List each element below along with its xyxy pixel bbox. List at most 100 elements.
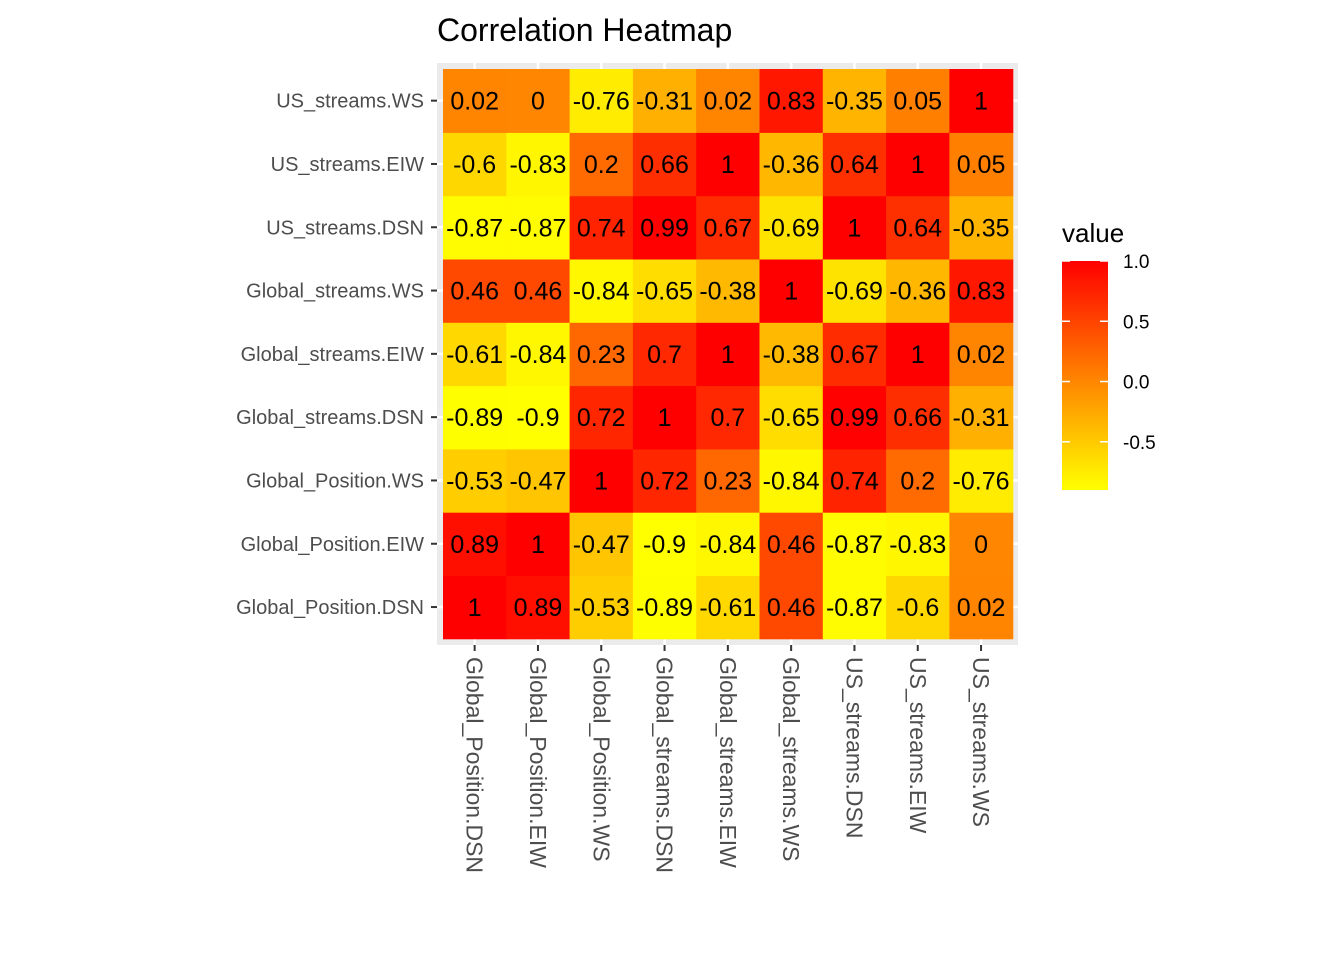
heatmap-cell: [886, 132, 950, 197]
cell-value-label: -0.84: [573, 278, 630, 306]
cell-value-label: 1: [531, 531, 545, 559]
heatmap-cells: [443, 69, 1014, 640]
heatmap-cell: [696, 448, 761, 513]
cell-value-label: 0.66: [893, 404, 942, 432]
y-tick-label: Global_streams.DSN: [236, 407, 424, 429]
cell-value-label: 0.23: [704, 467, 753, 495]
cell-value-label: -0.6: [896, 594, 939, 622]
heatmap-cell: [696, 322, 761, 387]
cell-value-label: 0.46: [450, 278, 499, 306]
heatmap-cell: [632, 575, 697, 640]
cell-value-label: 0.05: [957, 151, 1006, 179]
cell-value-label: 0.67: [704, 214, 753, 242]
heatmap-cell: [569, 322, 634, 387]
cell-value-label: 0.67: [830, 341, 879, 369]
heatmap-cell: [506, 448, 571, 513]
x-tick-label: US_streams.DSN: [841, 657, 867, 838]
heatmap-cell: [632, 132, 697, 197]
heatmap-cell: [949, 322, 1014, 387]
cell-value-label: 0.99: [830, 404, 879, 432]
heatmap-cell: [569, 132, 634, 197]
heatmap-cell: [569, 512, 634, 576]
heatmap-cell: [443, 448, 507, 513]
cell-value-label: 0.83: [767, 88, 816, 116]
cell-value-label: -0.31: [636, 88, 693, 116]
cell-value-label: -0.61: [446, 341, 503, 369]
heatmap-cell: [949, 195, 1014, 260]
y-tick-label: Global_Position.WS: [246, 470, 424, 492]
heatmap-cell: [949, 132, 1014, 197]
x-axis: Global_Position.DSN Global_Position.EIW Gl…: [462, 645, 994, 873]
chart-title: Correlation Heatmap: [437, 12, 732, 48]
y-tick-label: US_streams.DSN: [266, 217, 424, 239]
heatmap-cell: [886, 322, 950, 387]
heatmap-cell: [886, 69, 950, 133]
legend-title: value: [1062, 218, 1124, 248]
heatmap-cell: [759, 258, 824, 323]
y-tick-label: US_streams.EIW: [271, 154, 424, 176]
heatmap-cell: [822, 258, 887, 323]
cell-value-label: -0.36: [763, 151, 820, 179]
cell-value-label: 0.72: [577, 404, 626, 432]
cell-value-label: 0.64: [893, 214, 942, 242]
heatmap-cell: [696, 575, 761, 640]
cell-value-label: 0.46: [767, 531, 816, 559]
cell-value-label: -0.38: [763, 341, 820, 369]
heatmap-cell: [886, 258, 950, 323]
cell-value-label: 1: [974, 88, 988, 116]
heatmap-cell: [632, 195, 697, 260]
cell-value-label: 0.64: [830, 151, 879, 179]
x-tick-label: Global_Position.DSN: [462, 657, 488, 873]
cell-value-label: -0.38: [699, 278, 756, 306]
heatmap-cell: [759, 385, 824, 450]
heatmap-cell: [443, 69, 507, 133]
cell-value-label: -0.89: [636, 594, 693, 622]
heatmap-cell: [759, 195, 824, 260]
cell-value-label: -0.47: [509, 467, 566, 495]
cell-value-label: -0.65: [636, 278, 693, 306]
cell-value-label: -0.84: [763, 467, 820, 495]
heatmap-cell: [949, 69, 1014, 133]
heatmap-cell: [759, 322, 824, 387]
legend-tick-label: 1.0: [1123, 252, 1149, 273]
heatmap-cell: [949, 385, 1014, 450]
heatmap-cell: [506, 195, 571, 260]
x-tick-label: Global_streams.DSN: [652, 657, 678, 873]
y-tick-label: Global_streams.WS: [246, 281, 424, 303]
heatmap-cell: [696, 195, 761, 260]
heatmap-cell: [949, 512, 1014, 576]
heatmap-cell: [759, 512, 824, 576]
heatmap-cell: [506, 322, 571, 387]
y-tick-label: US_streams.WS: [276, 91, 424, 113]
heatmap-cell: [822, 448, 887, 513]
heatmap-cell: [886, 448, 950, 513]
x-tick-label: US_streams.EIW: [905, 657, 931, 834]
cell-value-label: -0.6: [453, 151, 496, 179]
heatmap-cell: [506, 575, 571, 640]
heatmap-cell: [569, 385, 634, 450]
heatmap-cell: [569, 195, 634, 260]
cell-value-label: 1: [911, 341, 925, 369]
x-tick-label: Global_Position.EIW: [525, 657, 551, 868]
cell-labels: 1 0.89 -0.53 -0.89 -0.61 0.46 -0.87 -0.6 0.020.8…: [446, 88, 1009, 622]
heatmap-cell: [696, 385, 761, 450]
cell-value-label: 0.7: [647, 341, 682, 369]
cell-value-label: -0.31: [953, 404, 1010, 432]
heatmap-cell: [569, 69, 634, 133]
cell-value-label: -0.47: [573, 531, 630, 559]
heatmap-cell: [759, 132, 824, 197]
heatmap-cell: [822, 385, 887, 450]
cell-value-label: -0.84: [699, 531, 756, 559]
heatmap-cell: [949, 448, 1014, 513]
cell-value-label: 1: [784, 278, 798, 306]
heatmap-cell: [443, 132, 507, 197]
legend-tick-label: 0.0: [1123, 373, 1149, 394]
legend-tick-label: 0.5: [1123, 312, 1149, 333]
heatmap-cell: [632, 385, 697, 450]
heatmap-cell: [822, 512, 887, 576]
cell-value-label: -0.76: [953, 467, 1010, 495]
cell-value-label: -0.69: [826, 278, 883, 306]
heatmap-cell: [759, 69, 824, 133]
cell-value-label: 0.02: [450, 88, 499, 116]
cell-value-label: -0.87: [446, 214, 503, 242]
